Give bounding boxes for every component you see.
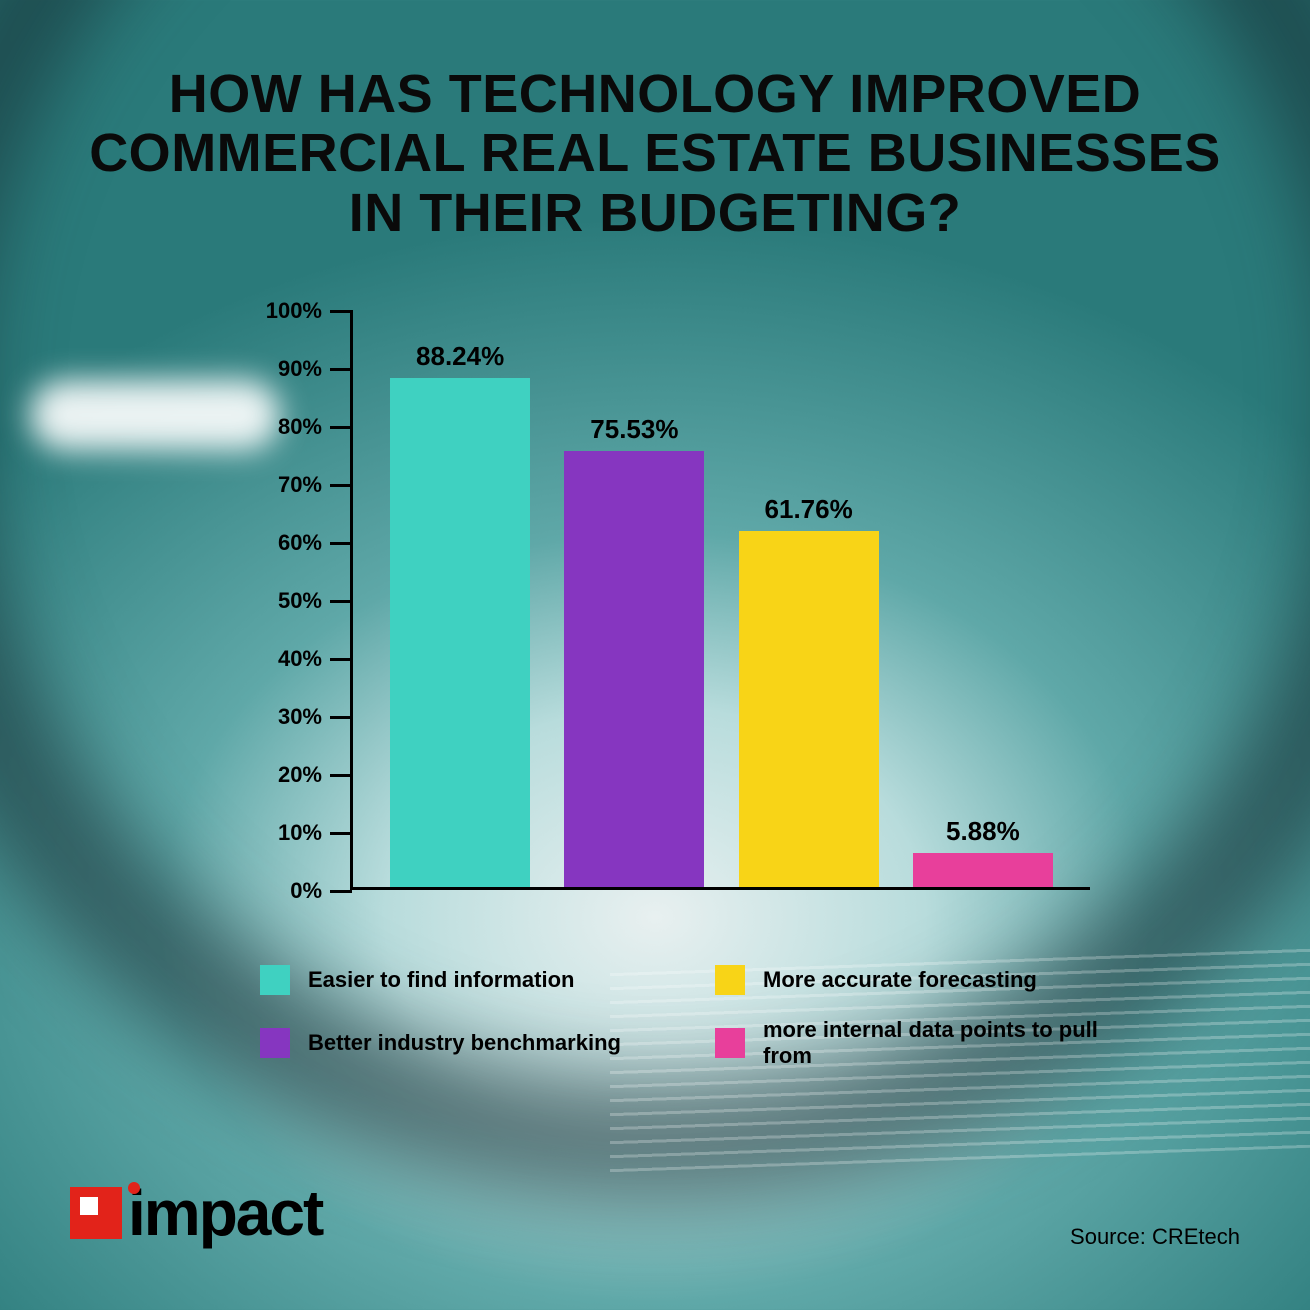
bar-value-label: 61.76% bbox=[765, 494, 853, 525]
bar-value-label: 5.88% bbox=[946, 816, 1020, 847]
legend-swatch bbox=[715, 965, 745, 995]
y-tick-label: 80% bbox=[260, 414, 330, 440]
legend-label: Better industry benchmarking bbox=[308, 1030, 621, 1056]
y-tick: 60% bbox=[260, 530, 352, 556]
y-tick: 100% bbox=[260, 298, 352, 324]
footer: impact Source: CREtech bbox=[70, 1176, 1240, 1250]
background-highlight bbox=[30, 380, 280, 450]
y-tick: 10% bbox=[260, 820, 352, 846]
legend: Easier to find information More accurate … bbox=[260, 965, 1130, 1069]
y-tick: 30% bbox=[260, 704, 352, 730]
y-tick: 0% bbox=[260, 878, 352, 904]
y-tick-mark bbox=[330, 774, 352, 777]
legend-label: more internal data points to pull from bbox=[763, 1017, 1130, 1069]
bar-value-label: 88.24% bbox=[416, 341, 504, 372]
y-tick-mark bbox=[330, 368, 352, 371]
legend-swatch bbox=[260, 1028, 290, 1058]
bar-rect bbox=[913, 853, 1053, 887]
legend-swatch bbox=[260, 965, 290, 995]
legend-label: Easier to find information bbox=[308, 967, 574, 993]
bar-0: 88.24% bbox=[390, 341, 530, 887]
legend-item: Easier to find information bbox=[260, 965, 675, 995]
legend-item: More accurate forecasting bbox=[715, 965, 1130, 995]
legend-item: more internal data points to pull from bbox=[715, 1017, 1130, 1069]
y-tick: 20% bbox=[260, 762, 352, 788]
source-text: Source: CREtech bbox=[1070, 1224, 1240, 1250]
y-tick-label: 90% bbox=[260, 356, 330, 382]
logo-text: impact bbox=[128, 1176, 322, 1250]
y-tick-mark bbox=[330, 542, 352, 545]
y-tick: 90% bbox=[260, 356, 352, 382]
x-axis bbox=[350, 887, 1090, 890]
y-tick-label: 20% bbox=[260, 762, 330, 788]
y-tick-label: 70% bbox=[260, 472, 330, 498]
y-tick-label: 60% bbox=[260, 530, 330, 556]
y-tick-mark bbox=[330, 310, 352, 313]
y-tick-label: 10% bbox=[260, 820, 330, 846]
bar-2: 61.76% bbox=[739, 494, 879, 887]
y-tick-mark bbox=[330, 832, 352, 835]
bar-rect bbox=[739, 531, 879, 887]
bar-3: 5.88% bbox=[913, 816, 1053, 887]
plot-area: 88.24% 75.53% 61.76% 5.88% bbox=[353, 310, 1090, 887]
y-tick-mark bbox=[330, 658, 352, 661]
y-tick-mark bbox=[330, 484, 352, 487]
impact-logo: impact bbox=[70, 1176, 322, 1250]
bar-rect bbox=[390, 378, 530, 887]
y-tick: 70% bbox=[260, 472, 352, 498]
y-tick: 40% bbox=[260, 646, 352, 672]
y-tick-mark bbox=[330, 890, 352, 893]
y-tick-label: 50% bbox=[260, 588, 330, 614]
logo-text-label: impact bbox=[128, 1177, 322, 1249]
legend-label: More accurate forecasting bbox=[763, 967, 1037, 993]
y-tick-mark bbox=[330, 426, 352, 429]
bar-value-label: 75.53% bbox=[590, 414, 678, 445]
legend-item: Better industry benchmarking bbox=[260, 1017, 675, 1069]
y-tick-label: 30% bbox=[260, 704, 330, 730]
bar-chart: 0%10%20%30%40%50%60%70%80%90%100% 88.24%… bbox=[260, 310, 1090, 920]
y-tick: 80% bbox=[260, 414, 352, 440]
bar-1: 75.53% bbox=[564, 414, 704, 887]
y-tick-mark bbox=[330, 600, 352, 603]
logo-mark bbox=[70, 1187, 122, 1239]
y-tick-label: 100% bbox=[260, 298, 330, 324]
chart-title: HOW HAS TECHNOLOGY IMPROVED COMMERCIAL R… bbox=[0, 65, 1310, 243]
y-tick-label: 0% bbox=[260, 878, 330, 904]
y-tick: 50% bbox=[260, 588, 352, 614]
y-tick-mark bbox=[330, 716, 352, 719]
y-tick-label: 40% bbox=[260, 646, 330, 672]
legend-swatch bbox=[715, 1028, 745, 1058]
bar-rect bbox=[564, 451, 704, 887]
